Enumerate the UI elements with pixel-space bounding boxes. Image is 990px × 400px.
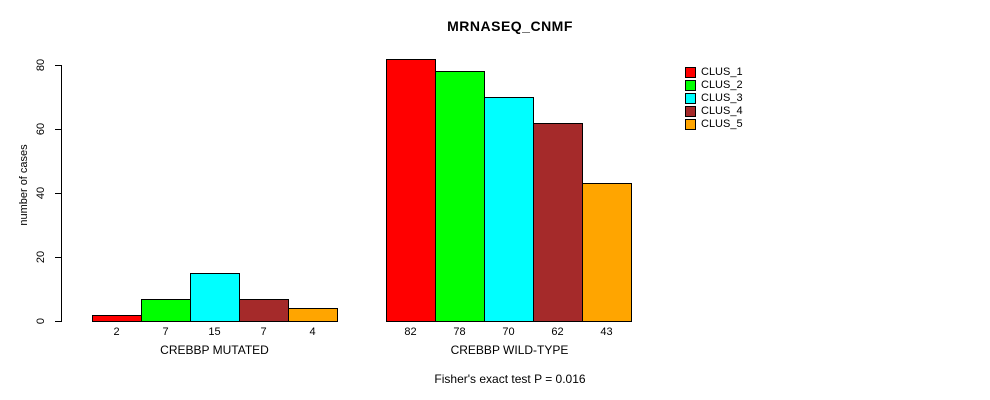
- y-axis-tick: [55, 256, 62, 258]
- y-axis-tick: [55, 320, 62, 322]
- legend-label: CLUS_2: [701, 79, 743, 91]
- y-axis-label: number of cases: [18, 144, 30, 226]
- bar-value-label: 7: [162, 326, 169, 338]
- bar-clus_5-mutated: [288, 308, 338, 322]
- legend-swatch: [685, 80, 696, 91]
- bar-value-label: 2: [113, 326, 120, 338]
- bar-clus_1-mutated: [92, 314, 142, 322]
- bar-value-label: 43: [600, 326, 613, 338]
- y-axis-tick: [55, 64, 62, 66]
- legend-swatch: [685, 119, 696, 130]
- bar-clus_2-wild-type: [435, 71, 485, 322]
- bar-value-label: 82: [404, 326, 417, 338]
- legend-item: CLUS_1: [685, 66, 743, 79]
- legend-label: CLUS_5: [701, 118, 743, 130]
- y-axis-tick-label: 0: [35, 317, 47, 325]
- bar-value-label: 4: [309, 326, 316, 338]
- bar-value-label: 7: [260, 326, 267, 338]
- legend-swatch: [685, 106, 696, 117]
- legend: CLUS_1 CLUS_2 CLUS_3 CLUS_4 CLUS_5: [685, 66, 743, 131]
- legend-label: CLUS_4: [701, 105, 743, 117]
- bar-clus_4-wild-type: [533, 122, 583, 322]
- y-axis-tick-label: 80: [35, 58, 47, 72]
- chart-title: MRNASEQ_CNMF: [447, 18, 573, 34]
- legend-item: CLUS_2: [685, 79, 743, 92]
- y-axis-tick-label: 60: [35, 122, 47, 136]
- bar-value-label: 62: [551, 326, 564, 338]
- bar-clus_2-mutated: [141, 298, 191, 322]
- legend-item: CLUS_4: [685, 105, 743, 118]
- legend-swatch: [685, 67, 696, 78]
- bar-value-label: 78: [453, 326, 466, 338]
- bar-clus_1-wild-type: [386, 58, 436, 322]
- y-axis-tick: [55, 192, 62, 194]
- bar-clus_5-wild-type: [582, 183, 632, 322]
- bar-clus_3-mutated: [190, 273, 240, 322]
- legend-label: CLUS_1: [701, 66, 743, 78]
- bar-value-label: 70: [502, 326, 515, 338]
- legend-label: CLUS_3: [701, 92, 743, 104]
- statistical-test-caption: Fisher's exact test P = 0.016: [434, 372, 586, 386]
- y-axis-tick-label: 20: [35, 250, 47, 264]
- y-axis-tick-label: 40: [35, 186, 47, 200]
- legend-swatch: [685, 93, 696, 104]
- bar-clus_4-mutated: [239, 298, 289, 322]
- bar-clus_3-wild-type: [484, 97, 534, 322]
- y-axis-tick: [55, 128, 62, 130]
- group-label-crebbp-mutated: CREBBP MUTATED: [160, 343, 269, 357]
- bar-value-label: 15: [208, 326, 221, 338]
- y-axis-line: [61, 65, 62, 322]
- legend-item: CLUS_3: [685, 92, 743, 105]
- group-label-crebbp-wild-type: CREBBP WILD-TYPE: [450, 343, 569, 357]
- legend-item: CLUS_5: [685, 118, 743, 131]
